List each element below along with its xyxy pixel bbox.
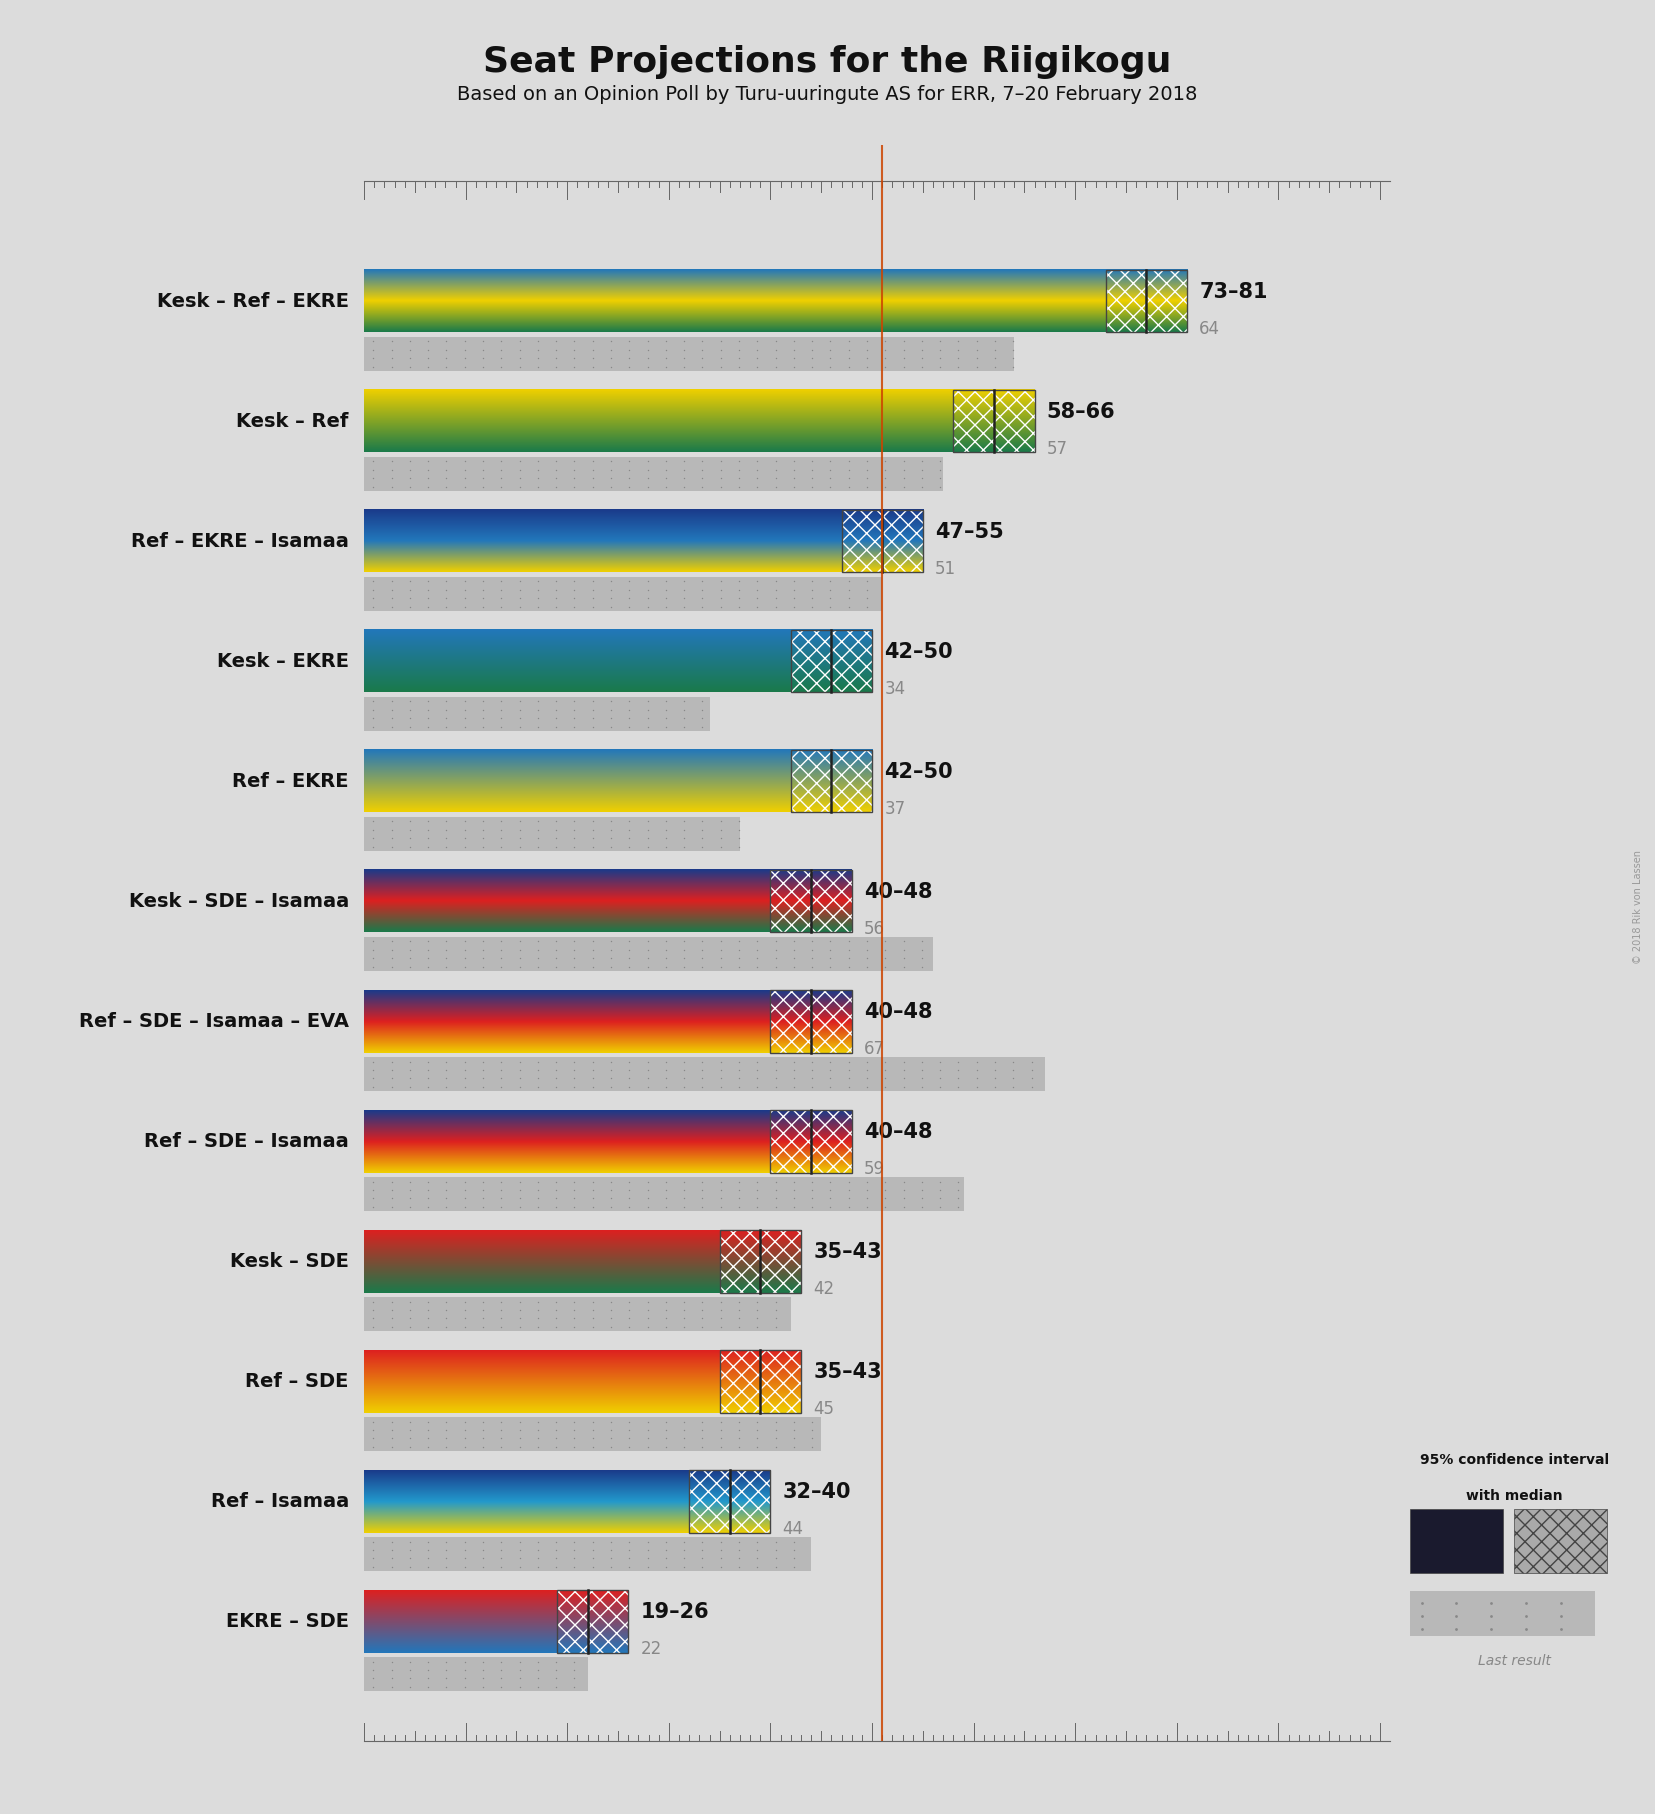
Bar [791, 749, 872, 813]
Text: 40–48: 40–48 [864, 882, 932, 902]
Text: 42–50: 42–50 [884, 762, 953, 782]
Text: Ref – EKRE: Ref – EKRE [232, 771, 349, 791]
Text: 57: 57 [1048, 439, 1067, 457]
Bar [771, 871, 852, 932]
Text: Ref – Isamaa: Ref – Isamaa [210, 1491, 349, 1511]
Bar [771, 990, 852, 1052]
Text: Kesk – SDE: Kesk – SDE [230, 1252, 349, 1272]
Text: Ref – SDE – Isamaa – EVA: Ref – SDE – Isamaa – EVA [79, 1012, 349, 1030]
Bar [720, 1230, 801, 1293]
Bar [364, 1177, 963, 1212]
Bar [771, 1110, 852, 1172]
Bar [720, 1350, 801, 1413]
Bar [1106, 270, 1187, 332]
Bar [771, 1110, 852, 1172]
Text: 45: 45 [813, 1400, 834, 1419]
Text: 59: 59 [864, 1159, 885, 1177]
Bar [953, 390, 1034, 452]
Text: 19–26: 19–26 [640, 1602, 708, 1622]
Text: 34: 34 [884, 680, 905, 698]
Text: 22: 22 [640, 1640, 662, 1658]
Bar [558, 1591, 629, 1653]
Bar [791, 629, 872, 693]
Text: 35–43: 35–43 [813, 1243, 882, 1263]
Bar [720, 1350, 801, 1413]
Text: 64: 64 [1200, 319, 1220, 337]
Text: 47–55: 47–55 [935, 522, 1005, 542]
Bar [771, 990, 852, 1052]
Text: 44: 44 [783, 1520, 804, 1538]
Text: with median: with median [1466, 1489, 1562, 1504]
Text: 56: 56 [864, 920, 885, 938]
Bar [771, 871, 852, 932]
Text: © 2018 Rik von Lassen: © 2018 Rik von Lassen [1633, 851, 1643, 963]
Bar [1410, 1509, 1503, 1573]
Bar [364, 938, 933, 970]
Bar [1410, 1591, 1595, 1636]
Text: Kesk – SDE – Isamaa: Kesk – SDE – Isamaa [129, 892, 349, 911]
Bar [720, 1230, 801, 1293]
Bar [953, 390, 1034, 452]
Bar [791, 629, 872, 693]
Text: Ref – EKRE – Isamaa: Ref – EKRE – Isamaa [131, 532, 349, 551]
Bar [364, 1297, 791, 1331]
Bar [791, 749, 872, 813]
Text: 35–43: 35–43 [813, 1362, 882, 1382]
Text: 37: 37 [884, 800, 905, 818]
Bar [842, 510, 923, 573]
Bar [842, 510, 923, 573]
Text: EKRE – SDE: EKRE – SDE [225, 1613, 349, 1631]
Text: Based on an Opinion Poll by Turu-uuringute AS for ERR, 7–20 February 2018: Based on an Opinion Poll by Turu-uuringu… [457, 85, 1198, 103]
Bar [364, 1417, 821, 1451]
Text: 32–40: 32–40 [783, 1482, 851, 1502]
Text: Ref – SDE – Isamaa: Ref – SDE – Isamaa [144, 1132, 349, 1150]
Bar [688, 1469, 771, 1533]
Bar [364, 457, 943, 492]
Text: 42–50: 42–50 [884, 642, 953, 662]
Text: 95% confidence interval: 95% confidence interval [1420, 1453, 1609, 1468]
Bar [364, 337, 1015, 370]
Text: 42: 42 [813, 1281, 834, 1299]
Bar [1106, 270, 1187, 332]
Bar [364, 1658, 588, 1691]
Text: 58–66: 58–66 [1048, 401, 1115, 421]
Text: 67: 67 [864, 1039, 885, 1058]
Text: Ref – SDE: Ref – SDE [245, 1371, 349, 1391]
Text: 40–48: 40–48 [864, 1121, 932, 1141]
Bar [364, 1538, 811, 1571]
Bar [688, 1469, 771, 1533]
Text: 40–48: 40–48 [864, 1001, 932, 1021]
Bar [1514, 1509, 1607, 1573]
Bar [364, 818, 740, 851]
Bar [364, 577, 882, 611]
Bar [364, 1058, 1044, 1090]
Text: Seat Projections for the Riigikogu: Seat Projections for the Riigikogu [483, 45, 1172, 80]
Text: Kesk – EKRE: Kesk – EKRE [217, 651, 349, 671]
Text: Kesk – Ref – EKRE: Kesk – Ref – EKRE [157, 292, 349, 310]
Text: 73–81: 73–81 [1200, 281, 1268, 301]
Text: 51: 51 [935, 561, 957, 579]
Text: Kesk – Ref: Kesk – Ref [237, 412, 349, 430]
Bar [364, 697, 710, 731]
Bar [558, 1591, 629, 1653]
Text: Last result: Last result [1478, 1654, 1551, 1669]
